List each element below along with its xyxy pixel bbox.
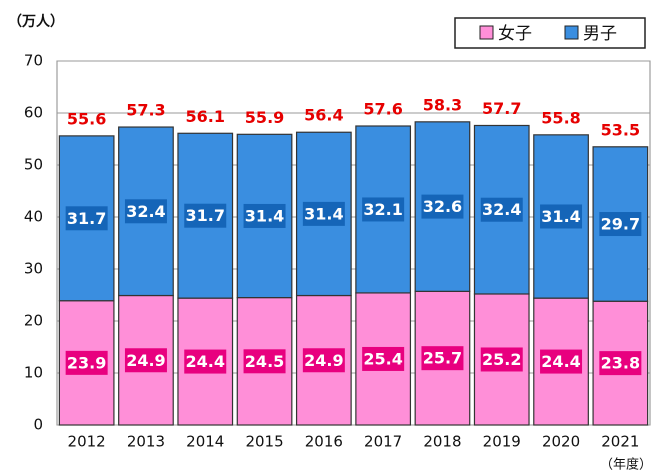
value-label: 31.4	[541, 207, 580, 226]
x-tick-label: 2013	[127, 433, 165, 451]
y-tick-label: 0	[33, 416, 43, 434]
value-label: 31.7	[67, 209, 106, 228]
x-tick-label: 2020	[542, 433, 580, 451]
value-label: 32.4	[482, 200, 521, 219]
value-label-box	[480, 197, 523, 222]
x-tick-label: 2014	[186, 433, 224, 451]
value-label-box	[540, 349, 583, 374]
x-tick-label: 2018	[423, 433, 461, 451]
value-label-box	[65, 206, 108, 231]
value-label-box	[243, 349, 286, 374]
value-label-box	[302, 201, 345, 226]
total-label: 57.7	[482, 99, 521, 118]
value-label-box	[421, 194, 464, 219]
legend-swatch	[564, 25, 579, 40]
value-label: 23.8	[601, 354, 640, 373]
value-label-box	[184, 349, 227, 374]
value-label: 31.4	[304, 204, 343, 223]
value-label-box	[124, 348, 167, 373]
x-tick-label: 2017	[364, 433, 402, 451]
value-label-box	[124, 199, 167, 224]
total-label: 57.6	[363, 100, 402, 119]
y-tick-label: 50	[24, 156, 43, 174]
value-label: 32.1	[363, 200, 402, 219]
value-label: 25.7	[423, 349, 462, 368]
value-label: 31.4	[245, 206, 284, 225]
value-label-box	[480, 347, 523, 372]
value-label: 32.4	[126, 202, 165, 221]
value-label-box	[540, 204, 583, 229]
legend-label: 男子	[583, 24, 617, 44]
value-label: 31.7	[186, 206, 225, 225]
legend-swatch	[479, 25, 494, 40]
total-label: 57.3	[126, 101, 165, 120]
x-tick-label: 2012	[68, 433, 106, 451]
y-tick-label: 40	[24, 208, 43, 226]
y-tick-label: 30	[24, 260, 43, 278]
value-label-box	[599, 212, 642, 237]
value-label-box	[362, 346, 405, 371]
legend-label: 女子	[498, 24, 532, 44]
value-label: 25.4	[363, 349, 402, 368]
y-axis-label: （万人）	[8, 13, 64, 30]
value-label: 24.4	[186, 352, 225, 371]
value-label-box	[362, 197, 405, 222]
y-tick-label: 20	[24, 312, 43, 330]
total-label: 55.9	[245, 108, 284, 127]
x-tick-label: 2016	[305, 433, 343, 451]
value-label-box	[599, 351, 642, 376]
x-tick-label: 2019	[483, 433, 521, 451]
total-label: 58.3	[423, 95, 462, 114]
y-tick-label: 70	[24, 52, 43, 70]
total-label: 55.6	[67, 109, 106, 128]
value-label-box	[243, 203, 286, 228]
x-tick-label: 2021	[601, 433, 639, 451]
value-label-box	[302, 348, 345, 373]
value-label-box	[184, 203, 227, 228]
x-tick-label: 2015	[245, 433, 283, 451]
value-label: 23.9	[67, 353, 106, 372]
y-tick-label: 10	[24, 364, 43, 382]
value-label: 29.7	[601, 215, 640, 234]
value-label: 24.4	[541, 352, 580, 371]
total-label: 56.4	[304, 106, 343, 125]
value-label: 24.9	[126, 351, 165, 370]
total-label: 55.8	[541, 108, 580, 127]
value-label: 25.2	[482, 350, 521, 369]
total-label: 53.5	[601, 120, 640, 139]
value-label-box	[65, 350, 108, 375]
value-label: 24.9	[304, 351, 343, 370]
total-label: 56.1	[186, 107, 225, 126]
value-label-box	[421, 346, 464, 371]
x-axis-label: （年度）	[600, 457, 652, 473]
value-label: 32.6	[423, 197, 462, 216]
value-label: 24.5	[245, 352, 284, 371]
y-tick-label: 60	[24, 104, 43, 122]
